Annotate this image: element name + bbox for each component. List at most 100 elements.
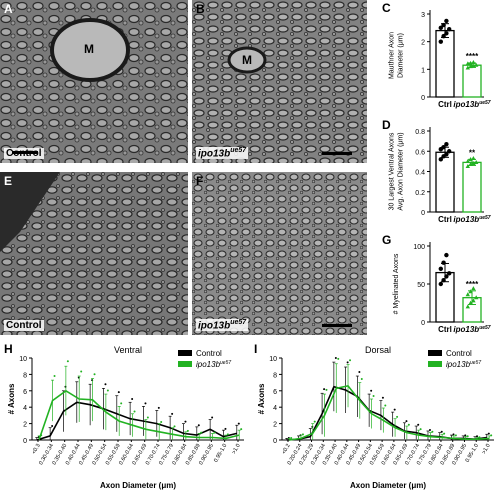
- legend-label: ipo13bue57: [446, 360, 481, 369]
- y-axis-label: Avg. Axon Diameter (μm): [398, 132, 405, 210]
- data-point: [438, 157, 443, 162]
- panel-b-scalebar: [322, 152, 352, 155]
- x-tick-label: <0.3: [31, 443, 42, 455]
- data-point: [465, 292, 470, 297]
- y-tick-label: 10: [19, 356, 27, 363]
- data-point: [66, 360, 69, 363]
- data-point: [438, 281, 443, 287]
- y-tick-label: 6: [23, 389, 27, 396]
- category-label: ipo13bue57: [453, 325, 490, 334]
- panel-b-mauthner-marker: M: [242, 53, 252, 67]
- category-label: Ctrl: [438, 325, 452, 334]
- legend-swatch: [178, 350, 192, 356]
- data-point: [465, 158, 470, 163]
- data-point: [117, 391, 120, 394]
- data-point: [417, 423, 420, 426]
- category-label: ipo13bue57: [453, 215, 490, 224]
- data-point: [237, 422, 240, 425]
- data-point: [441, 278, 446, 283]
- series-line-control: [36, 401, 237, 441]
- y-tick-label: 0.4: [415, 170, 425, 177]
- panel-a-scalebar: [12, 151, 38, 154]
- data-point: [465, 164, 470, 169]
- data-point: [323, 388, 326, 391]
- data-point: [144, 402, 147, 405]
- panel-f-scalebar: [322, 324, 352, 327]
- x-tick-label: >1.0: [481, 443, 492, 455]
- data-point: [452, 433, 455, 436]
- data-point: [53, 375, 56, 378]
- series-line-mutant: [38, 389, 240, 440]
- y-axis-label: 30 Largest Ventral Axons: [389, 132, 396, 210]
- significance-label: **: [469, 148, 476, 157]
- data-point: [444, 274, 449, 279]
- y-tick-label: 4: [273, 405, 277, 412]
- data-point: [490, 434, 493, 437]
- data-point: [346, 361, 349, 364]
- data-point: [131, 398, 134, 400]
- data-point: [431, 430, 434, 433]
- category-label: Ctrl: [438, 100, 452, 109]
- data-point: [106, 389, 109, 392]
- legend-swatch: [178, 361, 192, 367]
- y-axis-label: # Axons: [257, 383, 266, 414]
- x-axis-label: Axon Diameter (μm): [100, 481, 176, 490]
- data-point: [468, 289, 473, 294]
- chart-title: Ventral: [114, 345, 142, 355]
- data-point: [471, 155, 476, 160]
- significance-label: ****: [466, 52, 479, 61]
- data-point: [301, 433, 304, 436]
- data-point: [93, 373, 96, 376]
- data-point: [407, 423, 410, 426]
- data-point: [360, 377, 363, 380]
- data-point: [405, 420, 408, 423]
- category-label: Ctrl: [438, 215, 452, 224]
- data-point: [337, 357, 340, 360]
- y-tick-label: 2: [421, 40, 425, 47]
- legend-swatch: [428, 361, 442, 367]
- panel-a-letter: A: [4, 2, 13, 16]
- data-point: [200, 431, 203, 434]
- data-point: [393, 408, 396, 411]
- data-point: [468, 162, 473, 167]
- data-point: [476, 435, 479, 438]
- y-tick-label: 0.8: [415, 129, 425, 136]
- data-point: [438, 266, 443, 271]
- data-point: [186, 429, 189, 432]
- bar-control: [435, 29, 455, 98]
- y-tick-label: 4: [23, 405, 27, 412]
- data-point: [441, 145, 446, 150]
- data-point: [468, 156, 473, 161]
- y-tick-label: 0: [273, 438, 277, 445]
- series-line-control: [286, 385, 487, 441]
- data-point: [471, 60, 476, 65]
- data-point: [358, 370, 361, 373]
- y-axis-label: # Myelinated Axons: [393, 253, 400, 314]
- y-tick-label: 0: [421, 320, 425, 327]
- data-point: [211, 416, 214, 419]
- y-tick-label: 2: [23, 422, 27, 429]
- data-point: [441, 22, 446, 28]
- data-point: [224, 427, 227, 430]
- y-tick-label: 8: [23, 372, 27, 379]
- data-point: [444, 31, 449, 36]
- y-tick-label: 100: [413, 244, 425, 251]
- y-tick-label: 0.6: [415, 149, 425, 156]
- data-point: [290, 437, 293, 440]
- x-axis-label: Axon Diameter (μm): [350, 481, 426, 490]
- data-point: [441, 260, 446, 265]
- data-point: [444, 152, 449, 157]
- panel-i-letter: I: [254, 342, 257, 356]
- data-point: [441, 33, 446, 39]
- y-tick-label: 50: [417, 282, 425, 289]
- category-label: ipo13bue57: [453, 100, 490, 109]
- data-point: [447, 149, 452, 154]
- panel-a-micrograph: A M Control: [0, 0, 188, 163]
- data-point: [370, 389, 373, 392]
- data-point: [240, 428, 243, 431]
- data-point: [160, 420, 163, 423]
- y-tick-label: 2: [273, 422, 277, 429]
- y-tick-label: 6: [273, 389, 277, 396]
- y-tick-label: 0.2: [415, 190, 425, 197]
- data-point: [334, 357, 337, 359]
